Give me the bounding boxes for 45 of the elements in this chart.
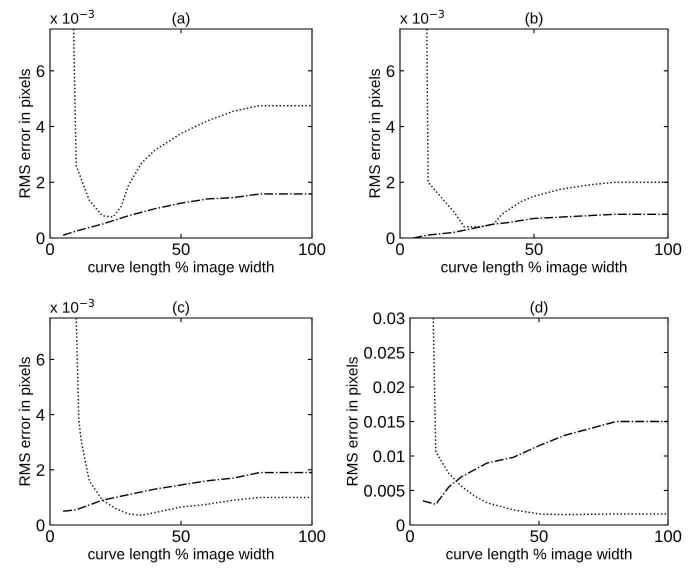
x-tick-label: 0: [46, 243, 54, 256]
chart-title: (a): [172, 12, 190, 27]
y-tick-label: 4: [36, 121, 45, 133]
y-tick-label: 0.03: [373, 312, 404, 324]
y-tick-label: 0: [36, 519, 44, 532]
y-tick-label: 4: [386, 121, 395, 133]
y-tick-label: 2: [36, 176, 44, 188]
text: x 10$^{−3}$: [400, 10, 444, 24]
y-axis-title: RMS error in pixels: [346, 357, 361, 486]
x-tick-label: 50: [172, 530, 190, 542]
text: x 10$^{−3}$: [50, 298, 94, 313]
x-axis-title: curve length % image width: [88, 261, 274, 276]
y-tick-label: 0.025: [364, 346, 404, 359]
x-axis-title: curve length % image width: [88, 548, 274, 562]
y-tick-label: 2: [386, 176, 394, 188]
x-axis-title: curve length % image width: [441, 261, 626, 276]
y-tick-label: 0: [396, 519, 404, 532]
y-axis-title: RMS error in pixels: [18, 357, 34, 486]
y-tick-label: 6: [36, 65, 44, 78]
y-tick-label: 4: [36, 409, 45, 421]
x-tick-label: 100: [655, 243, 682, 256]
y-tick-label: 0.015: [364, 416, 404, 428]
y-tick-label: 0.01: [373, 450, 404, 462]
y-axis-title: RMS error in pixels: [18, 69, 34, 198]
chart-title: (c): [173, 301, 189, 316]
y-tick-label: 0: [386, 232, 394, 244]
x-tick-label: 0: [46, 530, 54, 542]
y-tick-label: 2: [36, 464, 44, 476]
x-tick-label: 50: [525, 243, 543, 256]
y-tick-label: 0.005: [364, 484, 404, 497]
x-tick-label: 100: [655, 530, 682, 542]
x-tick-label: 50: [530, 530, 548, 542]
x-tick-label: 50: [172, 243, 190, 256]
x-tick-label: 100: [299, 243, 326, 256]
text: x 10$^{−3}$: [50, 10, 94, 24]
y-tick-label: 0.02: [373, 381, 404, 394]
chart-title: (b): [526, 12, 542, 27]
x-axis-title: curve length % image width: [446, 548, 632, 562]
y-tick-label: 6: [36, 354, 44, 366]
y-tick-label: 6: [386, 65, 394, 78]
x-tick-label: 0: [406, 530, 414, 542]
x-tick-label: 100: [299, 530, 326, 542]
chart-title: (d): [530, 301, 548, 316]
y-axis-title: RMS error in pixels: [368, 69, 384, 198]
y-tick-label: 0: [36, 232, 44, 244]
